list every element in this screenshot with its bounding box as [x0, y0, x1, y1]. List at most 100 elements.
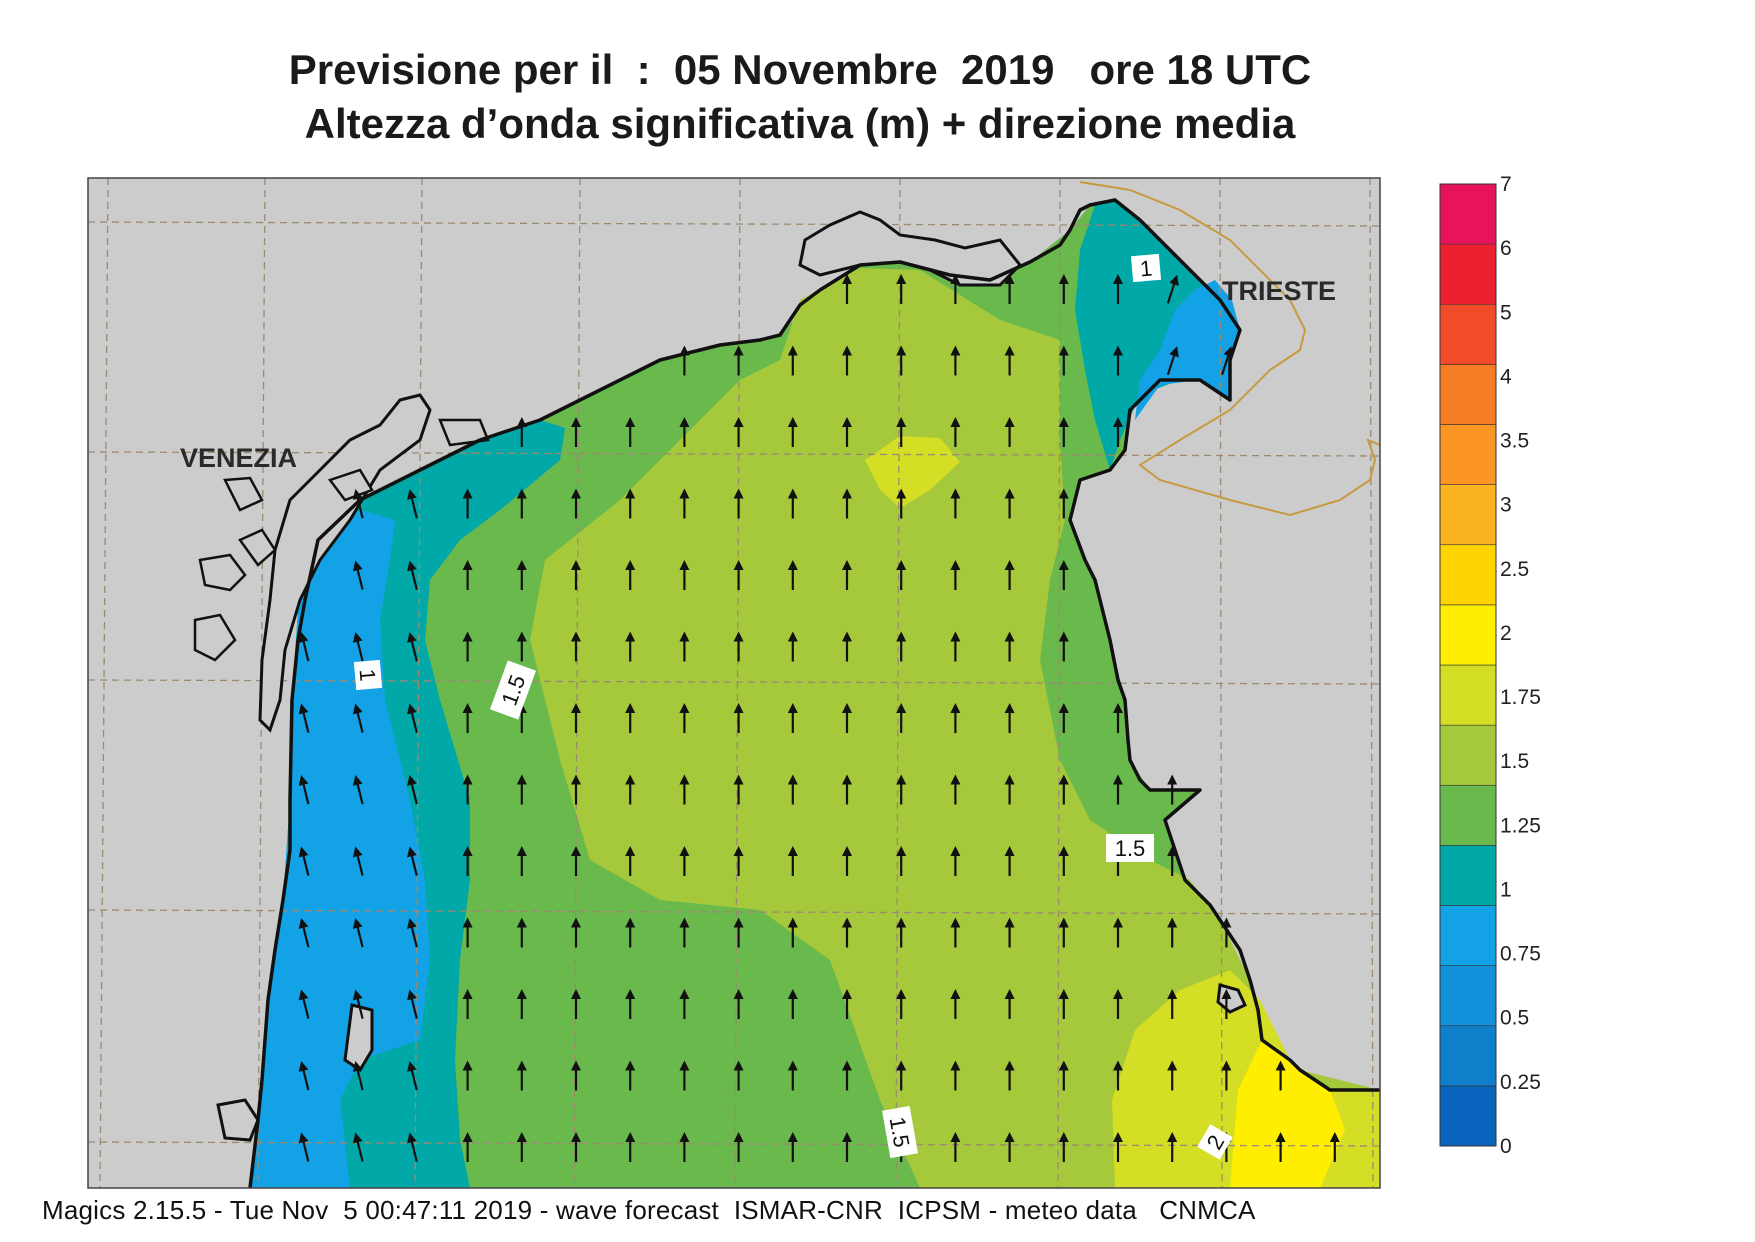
direction-arrow — [842, 703, 852, 733]
direction-arrow — [571, 703, 581, 733]
direction-arrow — [625, 917, 636, 948]
direction-arrow — [516, 1132, 527, 1162]
direction-arrow — [625, 703, 636, 733]
direction-arrow — [733, 703, 744, 733]
legend-tick-label: 3 — [1500, 494, 1512, 517]
direction-arrow — [950, 560, 961, 590]
legend-tick-label: 5 — [1500, 301, 1512, 324]
direction-arrow — [733, 917, 744, 948]
direction-arrow — [679, 846, 690, 876]
direction-arrow — [298, 1060, 310, 1091]
direction-arrow — [679, 989, 690, 1019]
direction-arrow — [1004, 417, 1015, 447]
direction-arrow — [516, 488, 527, 519]
direction-arrow — [842, 488, 852, 519]
wave-zone-1-75-north — [865, 436, 960, 508]
direction-arrow — [1058, 417, 1069, 447]
direction-arrow — [1004, 989, 1015, 1019]
direction-arrow — [842, 560, 852, 590]
svg-text:1.5: 1.5 — [1115, 836, 1146, 861]
direction-arrow — [1058, 1060, 1069, 1091]
direction-arrow — [1058, 917, 1069, 948]
legend-swatch — [1439, 544, 1497, 606]
legend-swatch — [1439, 965, 1497, 1027]
venice-lagoon — [216, 210, 1247, 1142]
direction-arrow — [571, 560, 581, 590]
direction-arrow — [1221, 917, 1232, 948]
direction-arrow — [896, 989, 907, 1019]
coastline — [248, 198, 1380, 1188]
direction-arrow — [407, 846, 418, 876]
direction-arrow — [679, 1060, 690, 1091]
direction-arrow — [787, 703, 798, 733]
direction-arrow — [950, 917, 961, 948]
direction-arrow — [1058, 560, 1069, 590]
direction-arrow — [679, 703, 690, 733]
direction-arrow — [950, 1060, 961, 1091]
direction-arrow — [462, 774, 473, 805]
color-legend: 0 0.25 0.5 0.75 1 1.25 1.5 1.75 2 2.5 3 3.5 4 5 6 7 — [1439, 173, 1541, 1158]
direction-arrow — [896, 917, 907, 948]
contour-label: 1.5 — [1106, 834, 1154, 862]
direction-arrow — [516, 417, 527, 447]
contour-label: 1 — [1130, 253, 1162, 283]
direction-arrow — [571, 631, 581, 662]
direction-arrow — [571, 774, 581, 805]
svg-text:1: 1 — [1139, 256, 1153, 282]
direction-arrow — [1113, 989, 1123, 1019]
legend-swatch — [1439, 243, 1497, 305]
direction-arrows — [298, 274, 1340, 1162]
direction-arrow — [733, 631, 744, 662]
direction-arrow — [842, 274, 852, 304]
legend-tick-label: 1.5 — [1500, 750, 1529, 773]
legend-swatch — [1439, 303, 1497, 365]
direction-arrow — [679, 417, 690, 447]
direction-arrow — [1058, 846, 1069, 876]
direction-arrow — [625, 560, 636, 590]
wave-zone-1-northeast — [1075, 198, 1232, 470]
direction-arrow — [733, 1060, 744, 1091]
direction-arrow — [407, 1132, 418, 1162]
direction-arrow — [1004, 488, 1015, 519]
direction-arrow — [298, 917, 310, 948]
direction-arrow — [733, 345, 744, 376]
direction-arrow — [1167, 917, 1178, 948]
direction-arrow — [462, 1060, 473, 1091]
direction-arrow — [1004, 1132, 1015, 1162]
direction-arrow — [571, 846, 581, 876]
direction-arrow — [842, 989, 852, 1019]
legend-tick-label: 2 — [1500, 622, 1512, 645]
direction-arrow — [1113, 703, 1123, 733]
direction-arrow — [1113, 1132, 1123, 1162]
direction-arrow — [1058, 488, 1069, 519]
direction-arrow — [571, 1060, 581, 1091]
direction-arrow — [842, 1132, 852, 1162]
direction-arrow — [352, 1132, 364, 1162]
direction-arrow — [516, 631, 527, 662]
direction-arrow — [625, 774, 636, 805]
direction-arrow — [733, 774, 744, 805]
direction-arrow — [625, 631, 636, 662]
contour-label: 1.5 — [882, 1105, 918, 1159]
direction-arrow — [1058, 989, 1069, 1019]
direction-arrow — [787, 989, 798, 1019]
svg-text:1: 1 — [355, 668, 381, 682]
direction-arrow — [896, 774, 907, 805]
direction-arrow — [896, 1060, 907, 1091]
direction-arrow — [1004, 774, 1015, 805]
direction-arrow — [516, 917, 527, 948]
city-label-venezia: VENEZIA — [180, 443, 297, 473]
direction-arrow — [679, 488, 690, 519]
direction-arrow — [679, 560, 690, 590]
direction-arrow — [407, 560, 418, 590]
direction-arrow — [1113, 417, 1123, 447]
direction-arrow — [352, 1060, 364, 1091]
direction-arrow — [571, 417, 581, 447]
legend-swatch — [1439, 905, 1497, 966]
legend-tick-label: 3.5 — [1500, 430, 1529, 453]
direction-arrow — [571, 1132, 581, 1162]
legend-swatch — [1439, 183, 1497, 245]
direction-arrow — [625, 989, 636, 1019]
direction-arrow — [1004, 560, 1015, 590]
wave-zone-2 — [1230, 1040, 1345, 1188]
